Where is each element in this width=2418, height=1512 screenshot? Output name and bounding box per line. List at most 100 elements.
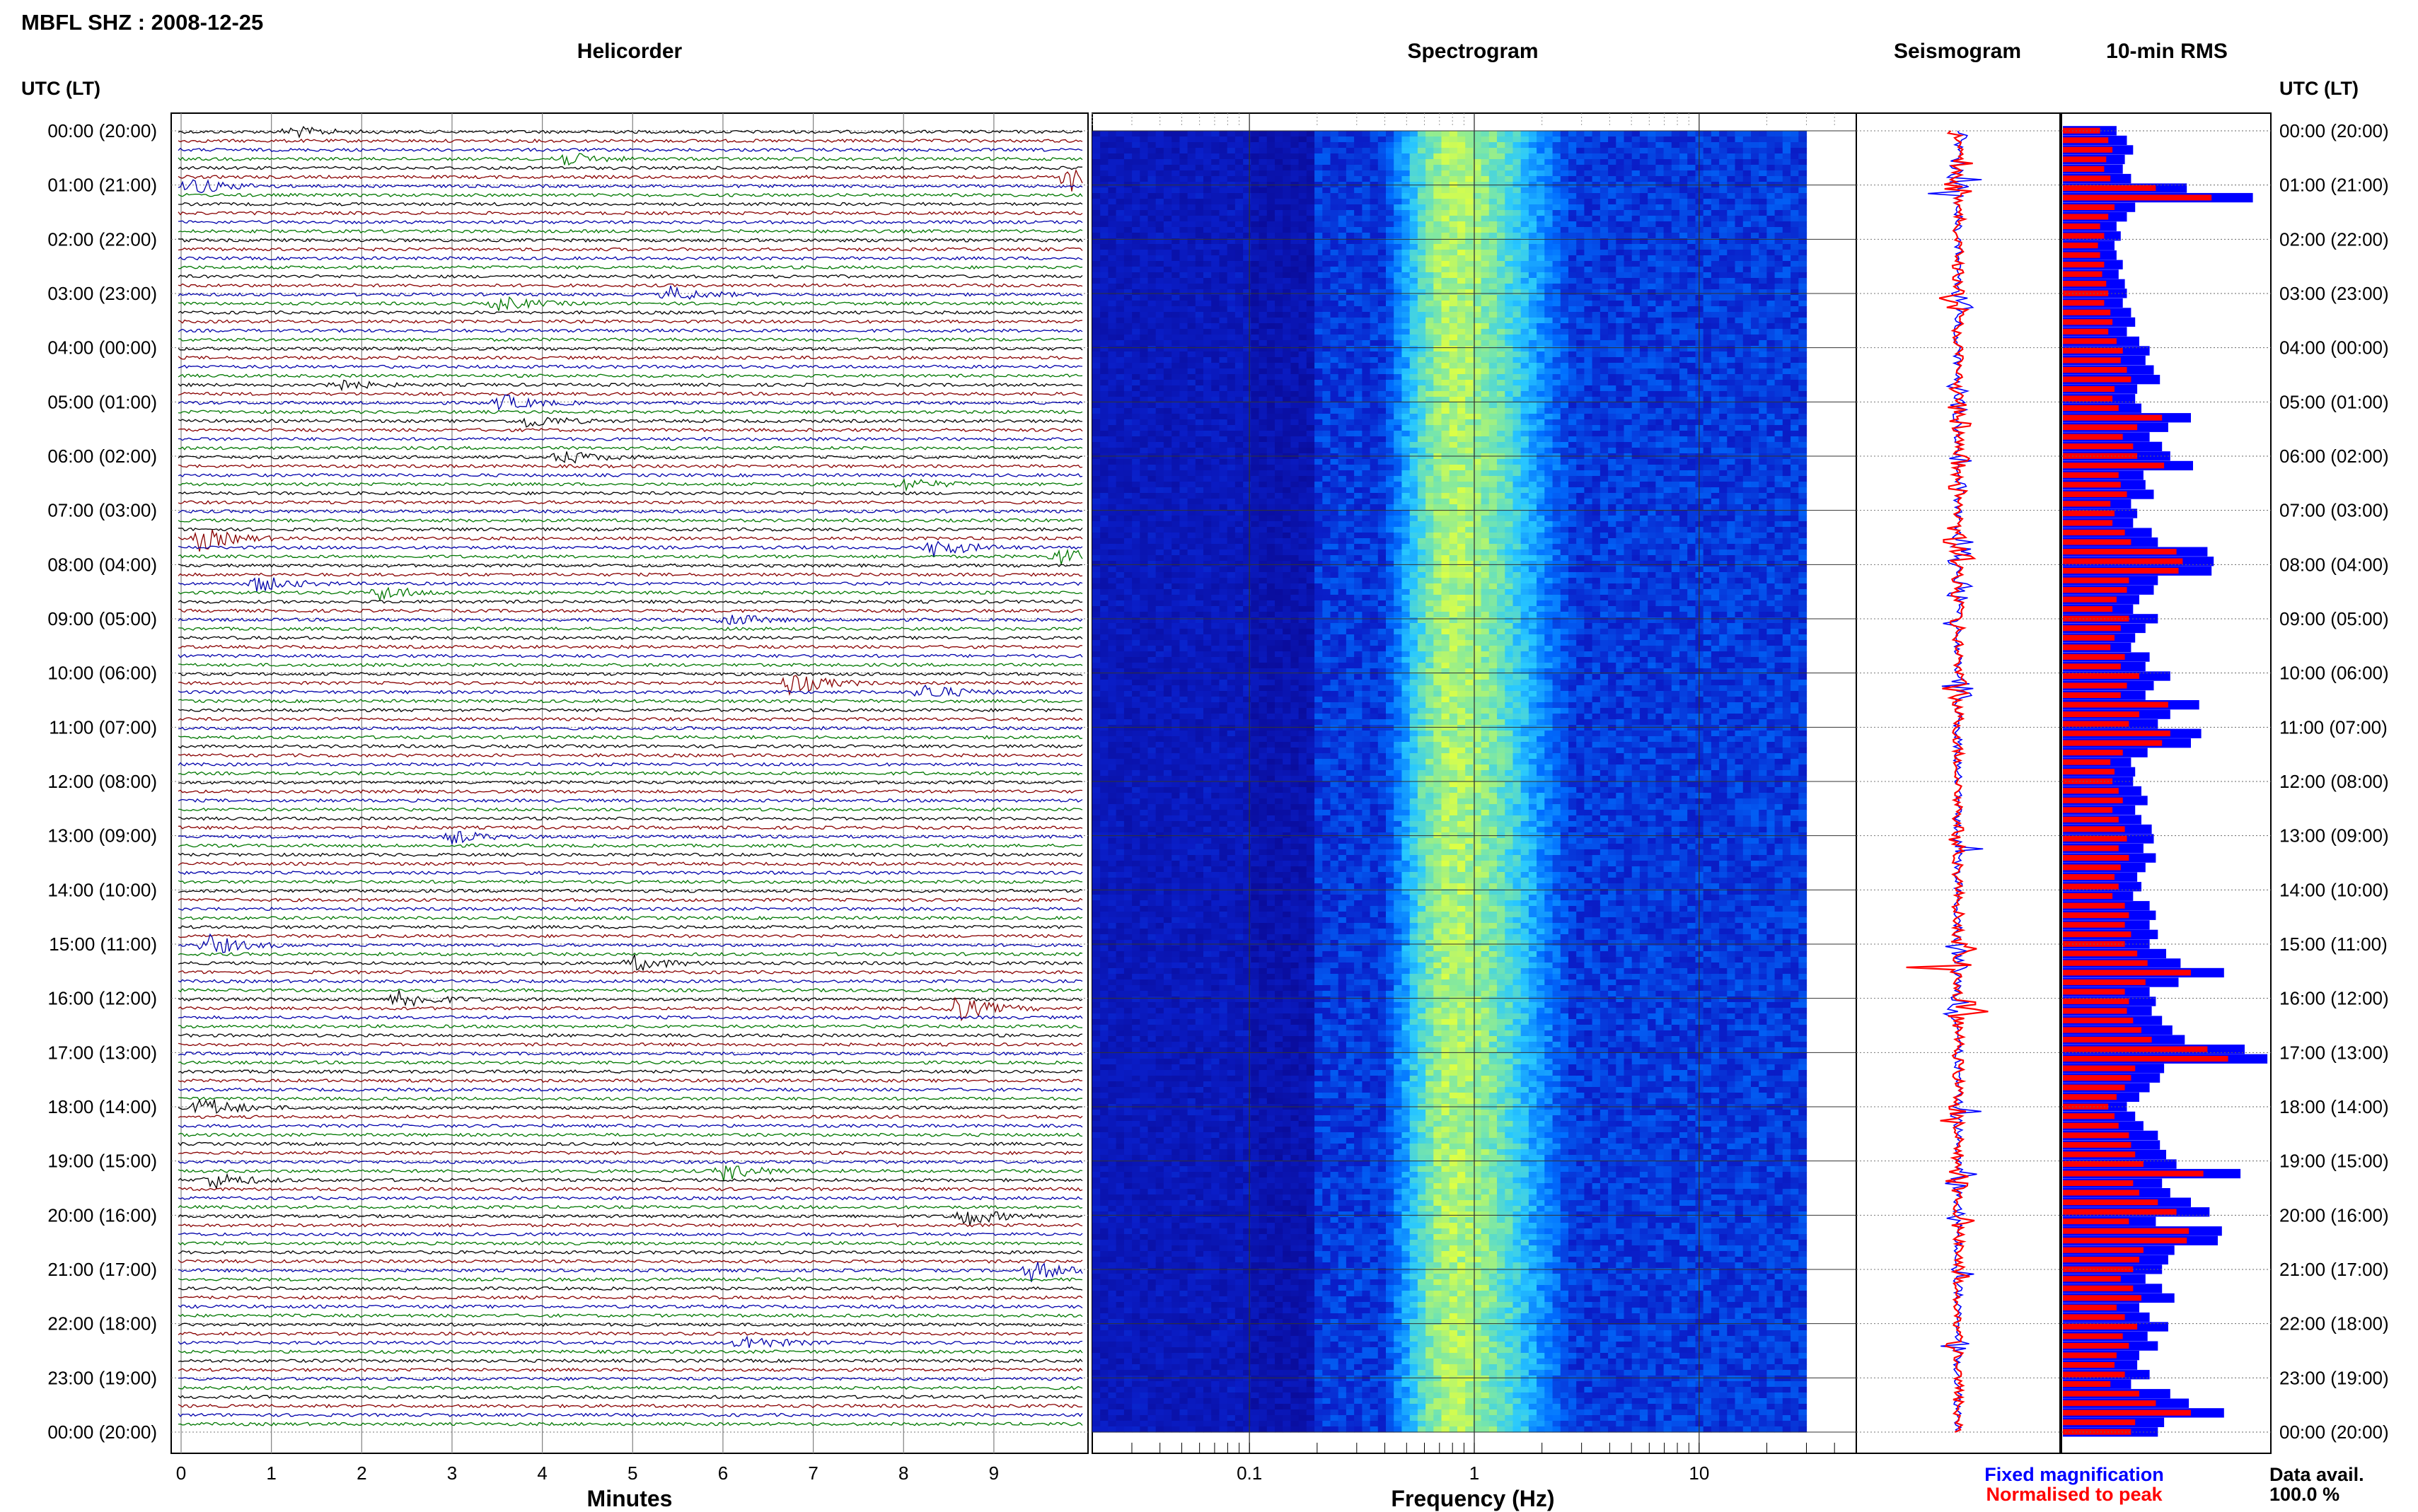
spectrogram-cell — [1116, 866, 1125, 873]
spectrogram-cell — [1187, 764, 1196, 771]
spectrogram-cell — [1179, 583, 1188, 590]
spectrogram-cell — [1251, 1228, 1260, 1235]
spectrogram-cell — [1155, 849, 1164, 856]
spectrogram-cell — [1092, 1336, 1101, 1342]
spectrogram-cell — [1155, 1076, 1164, 1082]
spectrogram-cell — [1187, 634, 1196, 641]
spectrogram-cell — [1140, 414, 1149, 420]
helicorder-trace — [178, 954, 1083, 972]
spectrogram-cell — [1179, 1274, 1188, 1280]
spectrogram-cell — [1179, 1155, 1188, 1161]
spectrogram-cell — [1116, 787, 1125, 793]
spectrogram-cell — [1123, 1064, 1133, 1071]
spectrogram-cell — [1123, 985, 1133, 991]
spectrogram-cell — [1187, 1262, 1196, 1269]
spectrogram-cell — [1108, 1002, 1117, 1008]
spectrogram-cell — [1234, 934, 1244, 941]
spectrogram-cell — [1163, 1206, 1172, 1212]
spectrogram-cell — [1100, 838, 1109, 844]
spectrogram-cell — [1116, 804, 1125, 810]
spectrogram-cell — [1132, 1319, 1140, 1325]
spectrogram-cell — [1243, 312, 1251, 318]
spectrogram-cell — [1132, 1008, 1140, 1014]
spectrogram-cell — [1195, 764, 1204, 771]
spectrogram-cell — [1243, 1245, 1251, 1252]
spectrogram-cell — [1155, 255, 1164, 262]
spectrogram-cell — [1234, 781, 1244, 788]
spectrogram-cell — [1108, 1172, 1117, 1178]
spectrogram-cell — [1100, 374, 1109, 380]
spectrogram-cell — [1187, 284, 1196, 290]
spectrogram-cell — [1092, 459, 1101, 465]
spectrogram-cell — [1172, 1042, 1180, 1048]
spectrogram-cell — [1132, 385, 1140, 392]
spectrogram-cell — [1195, 708, 1204, 714]
spectrogram-cell — [1234, 476, 1244, 482]
spectrogram-cell — [1187, 1234, 1196, 1240]
spectrogram-cell — [1211, 917, 1220, 924]
spectrogram-cell — [1108, 1279, 1117, 1286]
helicorder-trace — [178, 843, 1083, 849]
spectrogram-cell — [1251, 572, 1260, 578]
spectrogram-cell — [1092, 617, 1101, 624]
spectrogram-cell — [1163, 1053, 1172, 1059]
spectrogram-cell — [1140, 244, 1149, 250]
spectrogram-cell — [1155, 1042, 1164, 1048]
spectrogram-cell — [1092, 974, 1101, 980]
spectrogram-cell — [1211, 1002, 1220, 1008]
spectrogram-cell — [1140, 1370, 1149, 1376]
spectrogram-cell — [1092, 555, 1101, 562]
spectrogram-cell — [1203, 946, 1212, 952]
spectrogram-cell — [1243, 278, 1251, 284]
spectrogram-cell — [1195, 900, 1204, 907]
spectrogram-cell — [1187, 1217, 1196, 1223]
spectrogram-cell — [1123, 793, 1133, 799]
spectrogram-cell — [1203, 979, 1212, 986]
spectrogram-cell — [1219, 815, 1228, 822]
spectrogram-cell — [1234, 380, 1244, 386]
spectrogram-cell — [1132, 1217, 1140, 1223]
spectrogram-cell — [1163, 1008, 1172, 1014]
spectrogram-cell — [1116, 306, 1125, 313]
spectrogram-cell — [1219, 533, 1228, 539]
spectrogram-cell — [1116, 719, 1125, 726]
spectrogram-cell — [1251, 233, 1260, 239]
spectrogram-cell — [1227, 1228, 1236, 1235]
spectrogram-cell — [1203, 1353, 1212, 1359]
spectrogram-cell — [1195, 1206, 1204, 1212]
spectrogram-cell — [1172, 1047, 1180, 1054]
spectrogram-cell — [1203, 883, 1212, 890]
spectrogram-cell — [1211, 465, 1220, 471]
spectrogram-cell — [1219, 617, 1228, 624]
spectrogram-cell — [1211, 1172, 1220, 1178]
spectrogram-cell — [1179, 1285, 1188, 1291]
spectrogram-cell — [1187, 1387, 1196, 1393]
spectrogram-cell — [1172, 793, 1180, 799]
spectrogram-cell — [1203, 1081, 1212, 1088]
spectrogram-cell — [1179, 210, 1188, 216]
spectrogram-cell — [1219, 968, 1228, 975]
spectrogram-cell — [1100, 233, 1109, 239]
spectrogram-cell — [1187, 1336, 1196, 1342]
spectrogram-cell — [1179, 657, 1188, 663]
spectrogram-cell — [1195, 1330, 1204, 1337]
spectrogram-cell — [1219, 459, 1228, 465]
spectrogram-cell — [1132, 1325, 1140, 1331]
spectrogram-cell — [1172, 815, 1180, 822]
spectrogram-cell — [1172, 380, 1180, 386]
spectrogram-cell — [1092, 1291, 1101, 1297]
spectrogram-cell — [1251, 448, 1260, 454]
spectrogram-cell — [1234, 131, 1244, 137]
spectrogram-cell — [1219, 510, 1228, 516]
spectrogram-cell — [1243, 380, 1251, 386]
spectrogram-cell — [1140, 1008, 1149, 1014]
spectrogram-cell — [1243, 170, 1251, 177]
spectrogram-cell — [1172, 561, 1180, 567]
spectrogram-cell — [1179, 1245, 1188, 1252]
spectrogram-cell — [1140, 368, 1149, 375]
spectrogram-cell — [1123, 1070, 1133, 1076]
spectrogram-cell — [1172, 255, 1180, 262]
spectrogram-cell — [1179, 1359, 1188, 1365]
spectrogram-cell — [1195, 1115, 1204, 1122]
spectrogram-cell — [1211, 985, 1220, 991]
